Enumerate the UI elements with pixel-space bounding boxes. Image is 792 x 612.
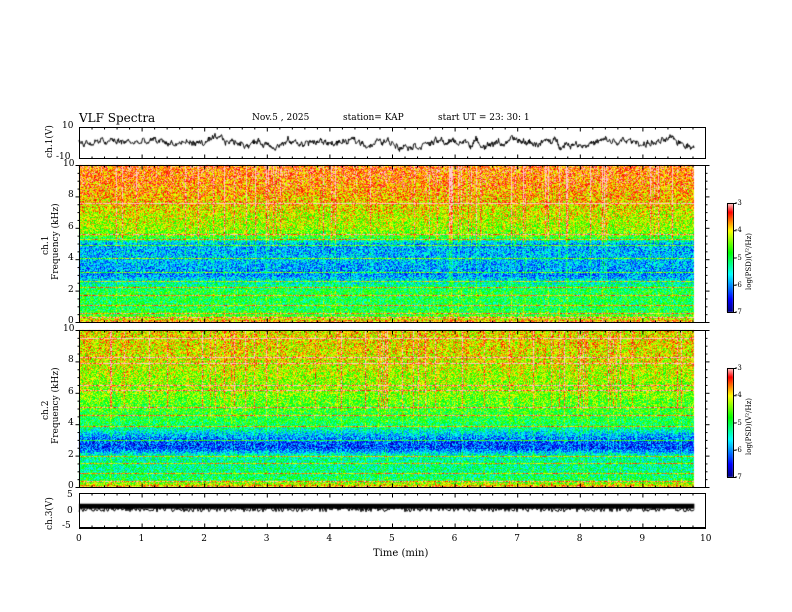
- ch3-ytick-minus5: -5: [62, 521, 71, 531]
- colorbar1-tick--3: -3: [735, 199, 742, 207]
- x-tick-10: 10: [700, 534, 712, 544]
- colorbar1-tick--5: -5: [735, 253, 742, 262]
- x-tick-5: 5: [389, 534, 395, 544]
- colorbar2-label: log(PSD)(V²/Hz): [745, 398, 753, 455]
- spec1-channel-label: ch.1: [41, 235, 51, 255]
- spec2-ytick-2: 2: [68, 449, 74, 460]
- x-tick-4: 4: [326, 534, 333, 544]
- spec1-ytick-0: 0: [68, 316, 74, 326]
- spec2-ytick-10: 10: [63, 324, 75, 334]
- s2-frame: [79, 330, 706, 488]
- spec2-ytick-4: 4: [68, 418, 74, 429]
- colorbar2-tick--4: -4: [735, 391, 742, 400]
- colorbar1-tick--4: -4: [735, 226, 742, 235]
- colorbar2-tick--7: -7: [735, 473, 742, 481]
- ch3-ytick-0: 0: [67, 506, 73, 516]
- spec2-channel-label: ch.2: [41, 400, 51, 420]
- ch1-ytick-bottom: -10: [56, 152, 71, 162]
- w1-frame: [79, 127, 706, 159]
- x-axis-label: Time (min): [373, 548, 429, 559]
- spec1-ytick-10: 10: [63, 159, 75, 169]
- spec1-ytick-4: 4: [68, 253, 74, 264]
- start-ut-label: start UT = 23: 30: 1: [438, 113, 530, 123]
- ch1-ytick-top: 10: [62, 121, 74, 131]
- x-tick-8: 8: [576, 534, 583, 544]
- figure-title: VLF Spectra: [79, 111, 156, 125]
- colorbar1-tick--7: -7: [735, 308, 742, 316]
- colorbar2-tick--6: -6: [735, 445, 742, 454]
- x-tick-7: 7: [514, 534, 520, 544]
- ch3-ylabel: ch.3(V): [45, 497, 55, 530]
- spec1-ytick-2: 2: [68, 284, 74, 295]
- spec2-ytick-6: 6: [68, 386, 74, 397]
- station-label: station= KAP: [343, 113, 404, 123]
- x-tick-2: 2: [201, 534, 207, 544]
- colorbar2-tick--3: -3: [735, 364, 742, 372]
- spec1-ytick-6: 6: [68, 221, 74, 232]
- spec2-ytick-8: 8: [68, 355, 74, 366]
- spec1-freq-label: Frequency (kHz): [51, 203, 61, 280]
- colorbar1-frame: [727, 203, 734, 313]
- colorbar1-label: log(PSD)(V²/Hz): [745, 233, 753, 290]
- x-tick-3: 3: [263, 534, 270, 544]
- colorbar2-frame: [727, 368, 734, 478]
- colorbar1-tick--6: -6: [735, 280, 742, 289]
- s1-frame: [79, 165, 706, 323]
- spec1-ytick-8: 8: [68, 190, 74, 201]
- x-tick-9: 9: [639, 534, 646, 544]
- x-tick-0: 0: [76, 534, 82, 544]
- x-tick-6: 6: [451, 534, 458, 544]
- spec2-freq-label: Frequency (kHz): [51, 367, 61, 444]
- ch3-ytick-5: 5: [67, 490, 73, 500]
- w3-frame: [79, 493, 706, 528]
- ch1-ylabel: ch.1(V): [45, 125, 55, 158]
- colorbar2-tick--5: -5: [735, 418, 742, 427]
- date-label: Nov.5 , 2025: [252, 113, 310, 123]
- x-tick-1: 1: [138, 534, 145, 544]
- spec2-ytick-0: 0: [68, 481, 74, 491]
